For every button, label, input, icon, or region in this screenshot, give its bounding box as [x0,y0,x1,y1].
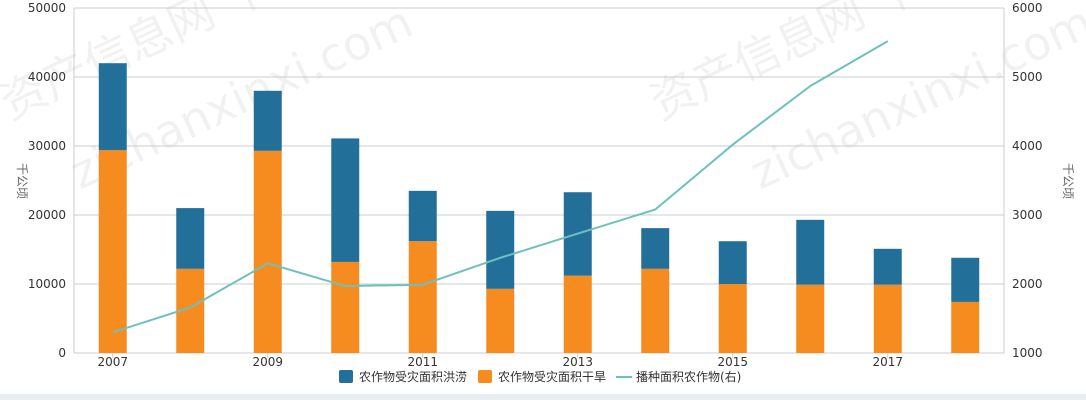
x-tick-label: 2013 [562,355,593,369]
bottom-scroll-strip [0,394,1086,400]
right-tick-label: 1000 [1012,346,1043,360]
line-sown-area[interactable] [112,40,889,334]
bar-drought[interactable] [873,284,902,353]
x-tick-label: 2017 [872,355,903,369]
legend-label-sown-area: 播种面积农作物(右) [636,369,741,384]
legend-item-sown-area[interactable]: 播种面积农作物(右) [616,369,741,384]
bar-drought[interactable] [408,241,437,353]
bars [98,63,980,353]
x-tick-label: 2009 [252,355,283,369]
line-series [112,40,889,334]
bar-drought[interactable] [253,150,282,353]
legend-item-flood[interactable]: 农作物受灾面积洪涝 [339,369,467,384]
x-tick-label: 2015 [717,355,748,369]
bar-drought[interactable] [718,284,747,353]
right-tick-label: 2000 [1012,277,1043,291]
legend-label-drought: 农作物受灾面积干旱 [498,369,606,384]
bar-flood[interactable] [331,138,360,262]
right-tick-label: 6000 [1012,1,1043,15]
bar-flood[interactable] [98,63,127,151]
bar-flood[interactable] [796,219,825,285]
bar-flood[interactable] [718,241,747,284]
bar-drought[interactable] [98,150,127,353]
left-tick-label: 0 [58,346,66,360]
bar-flood[interactable] [253,90,282,151]
left-axis-title: 千公顷 [15,163,29,199]
bar-flood[interactable] [408,190,437,242]
bar-drought[interactable] [486,288,515,353]
bar-flood[interactable] [486,210,515,289]
left-tick-label: 10000 [28,277,66,291]
bar-flood[interactable] [951,257,980,302]
bar-flood[interactable] [873,248,902,285]
bar-drought[interactable] [563,275,592,353]
bar-drought[interactable] [796,284,825,353]
bar-drought[interactable] [641,268,670,353]
legend-swatch-drought [478,370,492,383]
left-tick-label: 40000 [28,70,66,84]
bar-drought[interactable] [331,261,360,353]
bar-flood[interactable] [176,208,205,269]
left-tick-label: 50000 [28,1,66,15]
left-tick-label: 20000 [28,208,66,222]
bar-flood[interactable] [641,228,670,269]
watermark: 资产信息网 千际投行 zichanxinxi.com 资产信息网 千际投行 zi… [0,0,1086,200]
right-tick-label: 3000 [1012,208,1043,222]
legend-label-flood: 农作物受灾面积洪涝 [359,369,467,384]
grid-lines [74,7,1004,354]
bar-drought[interactable] [951,301,980,353]
x-tick-label: 2011 [407,355,438,369]
right-tick-label: 5000 [1012,70,1043,84]
right-axis-title: 千公顷 [1061,163,1075,199]
x-tick-label: 2007 [97,355,128,369]
legend: 农作物受灾面积洪涝 农作物受灾面积干旱 播种面积农作物(右) [339,369,741,384]
legend-swatch-flood [339,370,353,383]
left-tick-label: 30000 [28,139,66,153]
right-tick-label: 4000 [1012,139,1043,153]
axes: 0 10000 20000 30000 40000 50000 1000 2000 3000 40… [28,1,1043,369]
legend-item-drought[interactable]: 农作物受灾面积干旱 [478,369,606,384]
